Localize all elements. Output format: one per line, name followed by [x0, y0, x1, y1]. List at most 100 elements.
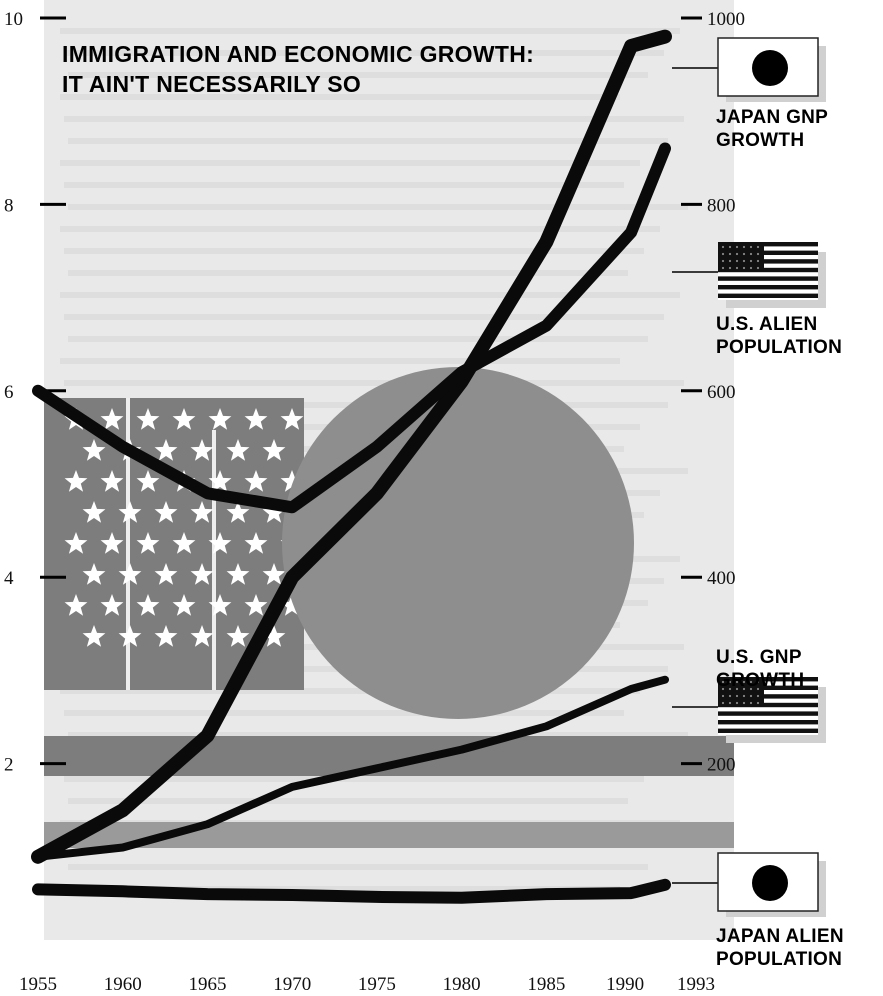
legend-label: JAPAN ALIEN: [716, 926, 844, 947]
japan-flag-sun: [752, 50, 788, 86]
background-star-icon: [118, 625, 142, 647]
background-star-icon: [280, 408, 304, 430]
us-flag-star: [756, 701, 760, 705]
us-flag-star: [721, 694, 725, 698]
us-flag-star: [728, 680, 732, 684]
background-text-line: [60, 358, 620, 364]
background-star-icon: [136, 532, 160, 554]
x-axis-tick-label: 1990: [606, 974, 644, 995]
us-flag-star: [721, 687, 725, 691]
background-star-icon: [208, 408, 232, 430]
background-text-line: [64, 182, 624, 188]
x-axis-tick-label: 1985: [527, 974, 565, 995]
us-flag-star: [742, 694, 746, 698]
series-line-u-s-gnp-growth: [34, 675, 669, 861]
background-star-icon: [64, 594, 88, 616]
us-flag-star: [728, 252, 732, 256]
background-star-icon: [244, 594, 268, 616]
background-us-flag-stripe: [44, 736, 734, 776]
us-flag-star: [728, 245, 732, 249]
us-flag-star: [721, 252, 725, 256]
background-star-icon: [190, 439, 214, 461]
us-flag-star: [721, 259, 725, 263]
background-text-line: [60, 160, 640, 166]
us-flag-star: [721, 266, 725, 270]
background-text-line: [60, 688, 640, 694]
background-text-line: [68, 864, 648, 870]
background-star-icon: [280, 594, 304, 616]
background-text-line: [64, 248, 644, 254]
background-text-line: [60, 28, 680, 34]
background-text-line: [64, 116, 684, 122]
us-flag-star: [756, 259, 760, 263]
us-flag-stripe: [718, 267, 818, 273]
background-star-icon: [154, 501, 178, 523]
background-text-line: [64, 314, 664, 320]
background-star-icon: [172, 408, 196, 430]
us-flag-star: [749, 252, 753, 256]
us-flag-star: [735, 252, 739, 256]
background-star-icon: [100, 470, 124, 492]
x-axis-tick-label: 1965: [188, 974, 226, 995]
us-flag-canton: [718, 242, 764, 272]
x-axis-tick-label: 1970: [273, 974, 311, 995]
us-flag-star: [728, 694, 732, 698]
us-flag-star: [742, 701, 746, 705]
us-flag-icon: [718, 677, 818, 735]
legend-label: GROWTH: [716, 670, 804, 691]
background-star-icon: [136, 408, 160, 430]
us-flag-star: [749, 245, 753, 249]
legend-label: POPULATION: [716, 337, 842, 358]
background-text-line: [60, 292, 680, 298]
us-flag-star: [749, 701, 753, 705]
us-flag-star: [742, 687, 746, 691]
left-axis-tick-label: 8: [4, 195, 14, 216]
background-star-icon: [262, 501, 286, 523]
us-flag-star: [749, 259, 753, 263]
background-star-icon: [100, 594, 124, 616]
us-flag-star: [749, 687, 753, 691]
background-text-line: [68, 798, 628, 804]
right-axis-tick-label: 1000: [707, 9, 745, 30]
right-axis-tick-label: 400: [707, 568, 736, 589]
us-flag-star: [756, 687, 760, 691]
background-star-icon: [262, 439, 286, 461]
right-axis-tick-label: 600: [707, 382, 736, 403]
us-flag-star: [742, 252, 746, 256]
x-axis-tick-label: 1975: [358, 974, 396, 995]
background-star-icon: [64, 470, 88, 492]
background-star-icon: [208, 470, 232, 492]
background-star-icon: [280, 470, 304, 492]
us-flag-stripe: [718, 259, 818, 264]
us-flag-stripe: [718, 250, 818, 255]
us-flag-star: [735, 245, 739, 249]
background-star-icon: [82, 439, 106, 461]
us-flag-star: [721, 245, 725, 249]
background-star-icon: [172, 594, 196, 616]
legend-label: POPULATION: [716, 949, 842, 970]
background-text-line: [68, 138, 668, 144]
background-star-icon: [190, 563, 214, 585]
background-star-icon: [226, 501, 250, 523]
legend-label: U.S. GNP: [716, 647, 802, 668]
background-text-line: [60, 886, 620, 892]
right-axis-tick-label: 800: [707, 195, 736, 216]
us-flag-star: [721, 701, 725, 705]
x-axis-tick-label: 1955: [19, 974, 57, 995]
background-star-icon: [118, 501, 142, 523]
us-flag-star: [735, 694, 739, 698]
left-axis-tick-label: 4: [4, 568, 14, 589]
us-flag-star: [756, 266, 760, 270]
us-flag-star: [728, 701, 732, 705]
us-flag-star: [749, 694, 753, 698]
us-flag-star: [735, 259, 739, 263]
background-star-icon: [172, 532, 196, 554]
background-star-icon: [244, 408, 268, 430]
us-flag-stripe: [718, 293, 818, 298]
